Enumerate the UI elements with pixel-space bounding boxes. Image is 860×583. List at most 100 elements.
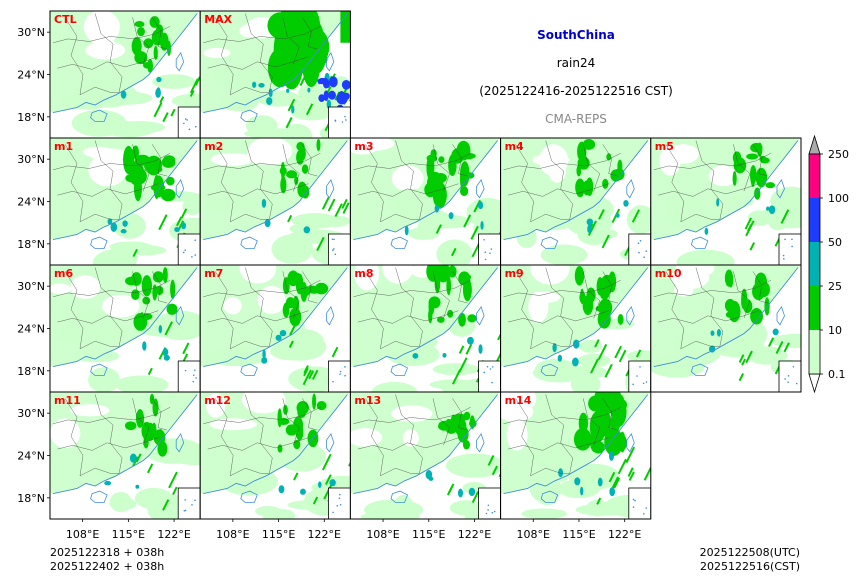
rain-moderate [754, 272, 768, 293]
province-boundary [583, 398, 600, 446]
rain-heavy [412, 353, 419, 359]
rain-gap [70, 275, 101, 299]
inset-island [332, 249, 334, 252]
inset-island [489, 368, 492, 370]
province-boundary [282, 271, 300, 319]
rain-streak [458, 357, 468, 373]
taiwan-coast [325, 179, 335, 199]
province-boundary [203, 407, 321, 424]
panel-m9: m9 [500, 264, 652, 393]
province-boundary [132, 271, 150, 319]
province-boundary [245, 13, 273, 93]
province-boundary [752, 144, 769, 177]
province-boundary [432, 398, 450, 446]
rain-light-sea [784, 201, 801, 222]
taiwan-coast [325, 433, 335, 453]
inset-island [191, 256, 193, 258]
south-china-sea-inset [628, 360, 651, 392]
inset-island [182, 251, 185, 254]
inset-island [344, 366, 346, 368]
rain-heavy [266, 97, 273, 106]
lon-tick-label: 108°E [517, 528, 550, 541]
rain-moderate [432, 181, 447, 209]
rain-streak [303, 367, 309, 377]
inset-island [188, 128, 191, 131]
province-boundary [151, 144, 168, 177]
colorbar-segment [809, 330, 820, 374]
rain-moderate [595, 305, 608, 313]
panel-m6: m6 [49, 264, 201, 393]
rain-streak [628, 471, 635, 481]
province-boundary [230, 467, 270, 476]
rain-moderate [132, 145, 139, 160]
rain-heavy [329, 479, 336, 487]
rain-heavy [181, 222, 187, 230]
rain-streak [147, 367, 153, 376]
province-boundary [57, 310, 159, 324]
rain-moderate [131, 289, 140, 301]
rain-streak [741, 358, 747, 366]
province-boundary [508, 437, 609, 451]
rain-moderate [289, 307, 302, 327]
rain-heavy [574, 477, 581, 486]
lon-tick-label: 115°E [262, 528, 295, 541]
province-boundary [680, 340, 720, 349]
south-china-sea-inset [778, 360, 801, 392]
province-boundary [365, 398, 384, 476]
lon-tick-label: 115°E [412, 528, 445, 541]
rain-light-sea [114, 243, 138, 265]
inset-island [194, 254, 197, 256]
rain-streak [643, 467, 651, 481]
inset-island [637, 242, 640, 244]
coastline [503, 267, 649, 368]
rain-light-sea [109, 491, 132, 513]
inset-island [639, 239, 642, 242]
inset-island [487, 509, 489, 511]
province-boundary [57, 56, 159, 70]
inset-island [639, 366, 641, 368]
rain-streak [452, 369, 461, 385]
rain-moderate [435, 173, 447, 183]
inset-island [787, 381, 789, 383]
coastline [353, 267, 498, 368]
south-china-sea-inset [327, 487, 351, 519]
rain-moderate [426, 154, 438, 163]
rain-streak [738, 373, 745, 382]
rain-moderate [295, 272, 301, 282]
rain-moderate [153, 45, 158, 60]
inset-island [489, 252, 491, 254]
coastline [52, 140, 198, 241]
rain-moderate [166, 303, 178, 315]
source-label: CMA-REPS [545, 112, 607, 126]
colorbar-label: 10 [828, 324, 842, 337]
rain-light-sea [769, 333, 801, 349]
province-boundary [57, 437, 159, 451]
rain-moderate [459, 186, 469, 197]
rain-light-sea [540, 244, 588, 265]
rain-heavy [404, 225, 409, 236]
inset-island [643, 513, 645, 515]
rain-streak [164, 321, 173, 336]
inset-island [645, 250, 648, 252]
rain-moderate [295, 423, 304, 441]
inset-island [645, 381, 648, 383]
rain-moderate [619, 431, 626, 453]
rain-light-sea [219, 467, 278, 496]
panel-label: m6 [54, 267, 73, 280]
rain-streak [308, 370, 315, 380]
province-boundary [64, 271, 84, 349]
panel-label: m8 [354, 267, 373, 280]
coastline [503, 394, 649, 495]
panel-label: MAX [204, 13, 232, 26]
rain-streak [775, 341, 784, 355]
coastline [52, 267, 198, 368]
inset-island [333, 248, 335, 250]
rain-moderate [131, 37, 142, 56]
province-boundary [602, 144, 618, 177]
province-boundary [665, 271, 685, 349]
rain-streak [189, 89, 195, 97]
province-boundary [602, 398, 618, 431]
rain-streak [162, 112, 169, 123]
rain-moderate [436, 316, 445, 323]
rain-heavy [120, 90, 127, 99]
